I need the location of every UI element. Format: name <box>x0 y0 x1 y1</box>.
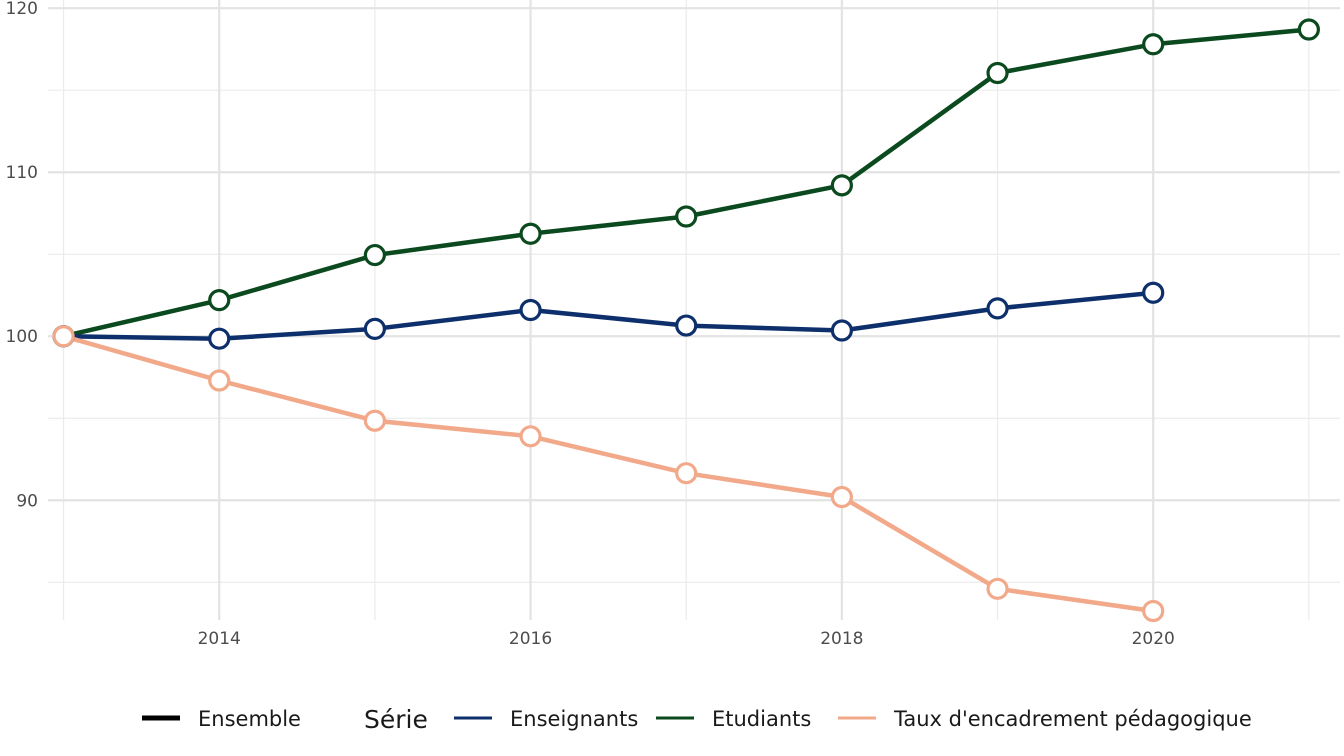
legend-label-ensemble: Ensemble <box>198 707 301 731</box>
data-point <box>52 325 75 348</box>
data-point <box>830 319 853 342</box>
data-point <box>986 61 1009 85</box>
data-point <box>519 298 542 322</box>
legend-series-entries: Enseignants Etudiants Taux d'encadrement p… <box>454 707 1252 731</box>
series-line <box>61 333 1156 614</box>
data-point <box>208 369 231 392</box>
series-points <box>52 18 1320 623</box>
data-point <box>363 317 386 340</box>
minor-gridlines <box>48 0 1340 620</box>
data-point <box>363 409 386 432</box>
series-line <box>61 290 1156 341</box>
legend-title: Série <box>364 705 428 734</box>
x-tick-label: 2018 <box>820 629 863 649</box>
data-point <box>830 174 853 197</box>
data-point <box>208 327 231 350</box>
data-point <box>675 205 698 228</box>
data-point <box>519 425 542 448</box>
x-tick-label: 2016 <box>509 629 552 649</box>
y-axis: 90 100 110 120 <box>6 0 38 511</box>
legend-label: Taux d'encadrement pédagogique <box>893 707 1252 731</box>
legend-label: Etudiants <box>712 707 811 731</box>
legend-label: Enseignants <box>510 707 638 731</box>
data-point <box>363 243 386 267</box>
data-point <box>675 314 698 337</box>
y-tick-label: 110 <box>6 163 38 183</box>
y-tick-label: 90 <box>16 491 38 511</box>
x-tick-label: 2020 <box>1132 629 1175 649</box>
data-point <box>1142 599 1165 623</box>
data-point <box>208 289 231 312</box>
legend: Ensemble Série Enseignants Etudiants Taux … <box>142 705 1252 734</box>
x-axis: 2014 2016 2018 2020 <box>198 629 1175 649</box>
data-point <box>1142 281 1165 304</box>
y-tick-label: 100 <box>6 327 38 347</box>
data-point <box>1142 33 1165 56</box>
data-point <box>986 297 1009 320</box>
x-tick-label: 2014 <box>198 629 241 649</box>
data-point <box>519 222 542 245</box>
data-point <box>830 485 853 509</box>
data-point <box>675 462 698 485</box>
data-point <box>1297 18 1320 41</box>
y-tick-label: 120 <box>6 0 38 19</box>
data-point <box>986 577 1009 600</box>
